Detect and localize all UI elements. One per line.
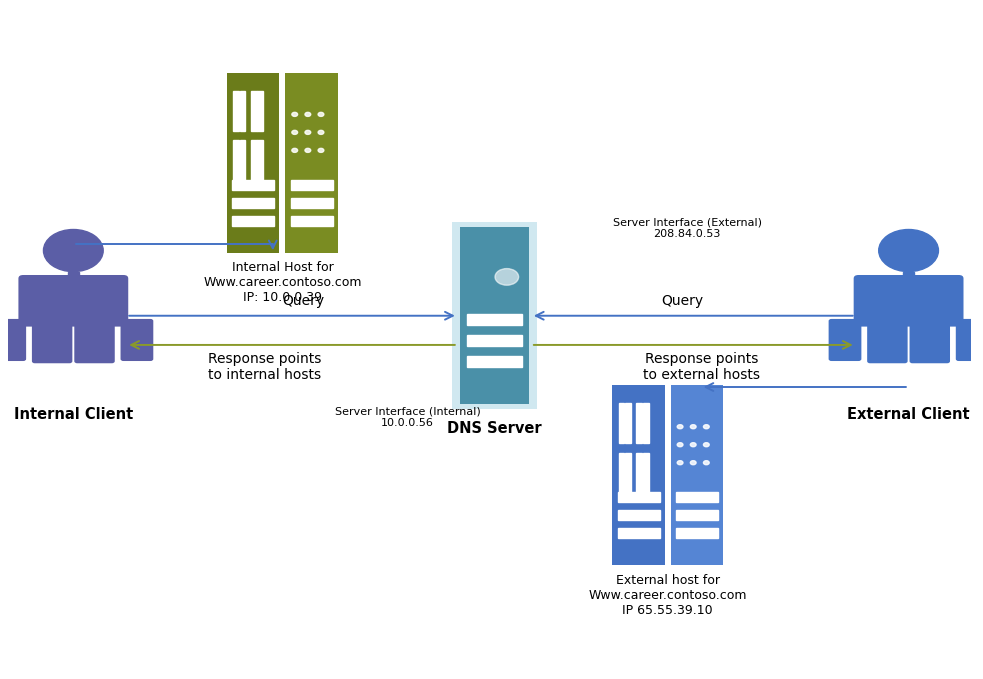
Bar (240, 141, 246, 180)
Circle shape (305, 148, 311, 152)
Circle shape (495, 269, 519, 285)
Circle shape (704, 424, 709, 428)
Bar (617, 492, 660, 502)
Bar (617, 528, 660, 538)
Bar (625, 403, 631, 443)
FancyBboxPatch shape (75, 321, 115, 363)
FancyBboxPatch shape (285, 73, 338, 253)
Circle shape (879, 230, 939, 272)
Circle shape (677, 443, 683, 447)
Bar (233, 91, 239, 130)
FancyBboxPatch shape (829, 319, 861, 361)
Bar (232, 216, 274, 226)
Circle shape (677, 460, 683, 464)
Bar (618, 453, 624, 492)
Circle shape (318, 130, 323, 134)
Bar (618, 403, 624, 443)
Bar (233, 141, 239, 180)
FancyBboxPatch shape (909, 321, 950, 363)
FancyBboxPatch shape (19, 275, 128, 327)
Text: External host for
Www.career.contoso.com
IP 65.55.39.10: External host for Www.career.contoso.com… (589, 574, 747, 617)
Bar (232, 180, 274, 190)
Bar (251, 141, 257, 180)
Circle shape (318, 148, 323, 152)
Circle shape (690, 443, 696, 447)
Bar (68, 272, 79, 278)
Bar (251, 91, 257, 130)
Text: External Client: External Client (847, 407, 970, 422)
Circle shape (292, 148, 298, 152)
Circle shape (292, 130, 298, 134)
Bar (625, 453, 631, 492)
Circle shape (305, 130, 311, 134)
Bar (643, 453, 649, 492)
FancyBboxPatch shape (867, 321, 907, 363)
FancyBboxPatch shape (452, 222, 537, 409)
FancyBboxPatch shape (460, 227, 529, 404)
Bar (617, 511, 660, 520)
Text: Query: Query (282, 293, 324, 308)
FancyBboxPatch shape (0, 319, 27, 361)
Text: Internal Client: Internal Client (14, 407, 133, 422)
Bar (232, 198, 274, 208)
Bar (291, 198, 332, 208)
FancyBboxPatch shape (121, 319, 153, 361)
Text: Server Interface (External)
208.84.0.53: Server Interface (External) 208.84.0.53 (612, 217, 762, 239)
Circle shape (292, 112, 298, 116)
Bar (258, 91, 263, 130)
Bar (467, 356, 522, 367)
Bar (467, 335, 522, 346)
Circle shape (704, 443, 709, 447)
Circle shape (690, 424, 696, 428)
Bar (291, 216, 332, 226)
Text: Response points
to external hosts: Response points to external hosts (643, 352, 760, 382)
Text: DNS Server: DNS Server (447, 421, 542, 436)
Bar (643, 403, 649, 443)
Text: Response points
to internal hosts: Response points to internal hosts (207, 352, 321, 382)
Bar (467, 314, 522, 325)
Bar (637, 403, 642, 443)
Bar (903, 272, 914, 278)
Bar (676, 511, 718, 520)
Text: Server Interface (Internal)
10.0.0.56: Server Interface (Internal) 10.0.0.56 (335, 406, 481, 428)
Text: Query: Query (662, 293, 703, 308)
FancyBboxPatch shape (955, 319, 983, 361)
Circle shape (677, 424, 683, 428)
Text: Internal Host for
Www.career.contoso.com
IP: 10.0.0.39: Internal Host for Www.career.contoso.com… (203, 261, 362, 304)
Circle shape (43, 230, 103, 272)
Bar (676, 528, 718, 538)
FancyBboxPatch shape (853, 275, 963, 327)
Circle shape (318, 112, 323, 116)
FancyBboxPatch shape (227, 73, 279, 253)
Circle shape (704, 460, 709, 464)
Bar (676, 492, 718, 502)
FancyBboxPatch shape (31, 321, 73, 363)
Bar (240, 91, 246, 130)
FancyBboxPatch shape (612, 386, 665, 565)
Circle shape (305, 112, 311, 116)
Circle shape (690, 460, 696, 464)
Bar (291, 180, 332, 190)
Bar (637, 453, 642, 492)
FancyBboxPatch shape (670, 386, 723, 565)
Bar (258, 141, 263, 180)
